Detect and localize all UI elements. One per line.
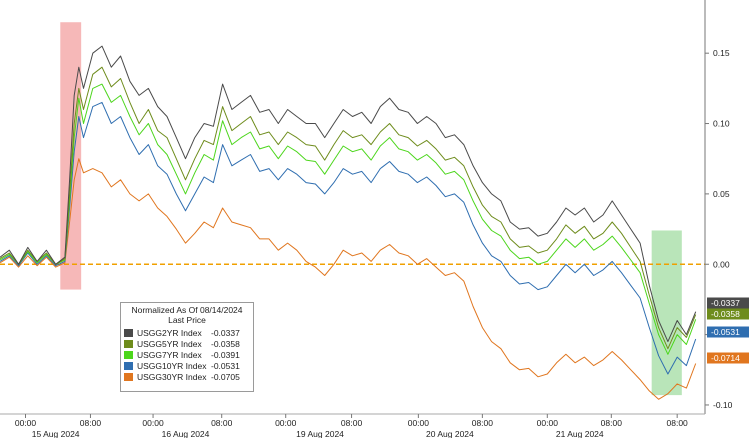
legend-entry: USGG10YR Index -0.0531 — [121, 360, 253, 371]
legend-swatch — [124, 361, 133, 370]
value-tag-label: -0.0358 — [711, 309, 740, 319]
value-tag-label: -0.0337 — [711, 298, 740, 308]
x-date-label: 20 Aug 2024 — [426, 429, 474, 438]
value-tag-label: -0.0531 — [711, 327, 740, 337]
y-tick-label: 0.00 — [713, 259, 730, 269]
series-line — [0, 83, 697, 355]
y-tick-label: 0.15 — [713, 48, 730, 58]
legend-entry: USGG30YR Index -0.0705 — [121, 371, 253, 382]
x-date-label: 21 Aug 2024 — [556, 429, 604, 438]
value-tag — [707, 352, 749, 364]
legend-series-name: USGG5YR Index — [137, 338, 202, 349]
x-tick-label: 08:00 — [80, 418, 102, 428]
legend-swatch — [124, 350, 133, 359]
x-tick-label: 00:00 — [142, 418, 164, 428]
series-line — [0, 45, 697, 343]
x-tick-label: 08:00 — [601, 418, 623, 428]
legend-series-value: -0.0358 — [211, 338, 240, 349]
legend-swatch — [124, 372, 133, 381]
legend-series-name: USGG10YR Index — [137, 360, 207, 371]
y-tick-label: 0.05 — [713, 189, 730, 199]
value-tag — [707, 326, 749, 338]
series-line — [0, 158, 697, 400]
legend-series-name: USGG7YR Index — [137, 349, 202, 360]
x-tick-label: 08:00 — [211, 418, 233, 428]
y-tick-label: -0.10 — [713, 400, 733, 410]
legend-swatch — [124, 328, 133, 337]
series-line — [0, 66, 697, 350]
x-tick-label: 08:00 — [667, 418, 689, 428]
x-date-label: 16 Aug 2024 — [162, 429, 210, 438]
legend-series-value: -0.0337 — [211, 327, 240, 338]
legend-series-name: USGG30YR Index — [137, 371, 207, 382]
legend-series-value: -0.0531 — [211, 360, 240, 371]
legend-series-value: -0.0391 — [211, 349, 240, 360]
value-tag-label: -0.0714 — [711, 353, 740, 363]
value-tag — [707, 308, 749, 320]
legend-series-value: -0.0705 — [211, 371, 240, 382]
legend-entry: USGG7YR Index -0.0391 — [121, 349, 253, 360]
legend-swatch — [124, 339, 133, 348]
x-tick-label: 08:00 — [341, 418, 363, 428]
legend-entry: USGG5YR Index -0.0358 — [121, 338, 253, 349]
chart-legend: Normalized As Of 08/14/2024 Last Price U… — [120, 302, 254, 392]
legend-subtitle: Last Price — [168, 315, 206, 325]
x-tick-label: 00:00 — [537, 418, 559, 428]
x-tick-label: 00:00 — [408, 418, 430, 428]
legend-entry: USGG2YR Index -0.0337 — [121, 327, 253, 338]
x-tick-label: 00:00 — [15, 418, 37, 428]
x-date-label: 19 Aug 2024 — [296, 429, 344, 438]
x-tick-label: 00:00 — [275, 418, 297, 428]
x-date-label: 15 Aug 2024 — [32, 429, 80, 438]
y-tick-label: 0.10 — [713, 119, 730, 129]
legend-title: Normalized As Of 08/14/2024 — [131, 305, 243, 315]
legend-series-name: USGG2YR Index — [137, 327, 202, 338]
value-tag — [707, 297, 749, 309]
series-line — [0, 101, 697, 375]
x-tick-label: 08:00 — [472, 418, 494, 428]
